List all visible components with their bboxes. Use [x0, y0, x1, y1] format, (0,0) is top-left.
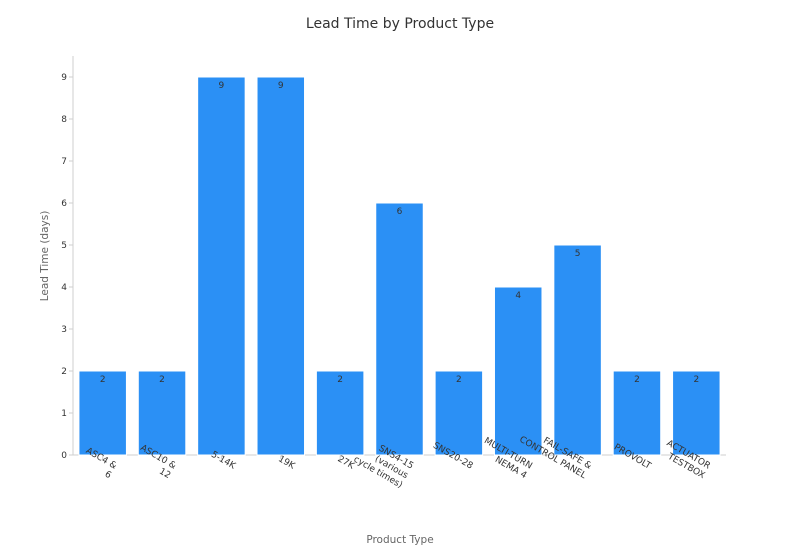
data-label: 2 — [456, 375, 462, 385]
data-label: 6 — [397, 207, 403, 217]
bar — [315, 370, 365, 456]
y-axis: 0 1 2 3 4 5 6 7 8 9 — [61, 56, 74, 461]
y-tick-label: 3 — [61, 325, 67, 335]
bar — [553, 244, 602, 456]
y-tick-label: 6 — [61, 199, 67, 209]
y-tick-label: 0 — [61, 451, 67, 461]
data-label: 2 — [634, 375, 640, 385]
y-tick-label: 1 — [61, 409, 67, 419]
data-label: 2 — [337, 375, 343, 385]
data-label: 4 — [515, 291, 521, 301]
data-label: 9 — [278, 81, 284, 91]
chart-title: Lead Time by Product Type — [306, 16, 494, 32]
data-label: 5 — [575, 249, 581, 259]
bar — [434, 370, 484, 456]
data-label: 2 — [100, 375, 106, 385]
y-tick-label: 4 — [61, 283, 67, 293]
y-tick-label: 8 — [61, 115, 67, 125]
bar — [256, 76, 306, 456]
y-axis-label: Lead Time (days) — [39, 211, 51, 302]
x-tick-label: 19K — [276, 454, 297, 472]
bar — [78, 370, 127, 456]
bar — [375, 202, 424, 456]
bar — [612, 370, 662, 456]
bar — [493, 286, 543, 456]
y-tick-label: 7 — [61, 157, 67, 167]
data-label: 9 — [219, 81, 225, 91]
y-tick-label: 9 — [61, 73, 67, 83]
y-tick-label: 5 — [61, 241, 67, 251]
data-label: 2 — [159, 375, 165, 385]
x-axis-label: Product Type — [366, 534, 433, 546]
bar — [197, 76, 246, 456]
data-labels-group: 2 2 9 9 2 6 2 4 5 2 2 — [100, 81, 699, 385]
bar — [137, 370, 187, 456]
data-label: 2 — [693, 375, 699, 385]
bar — [672, 370, 721, 456]
y-tick-label: 2 — [61, 367, 67, 377]
bars-group — [78, 76, 721, 456]
